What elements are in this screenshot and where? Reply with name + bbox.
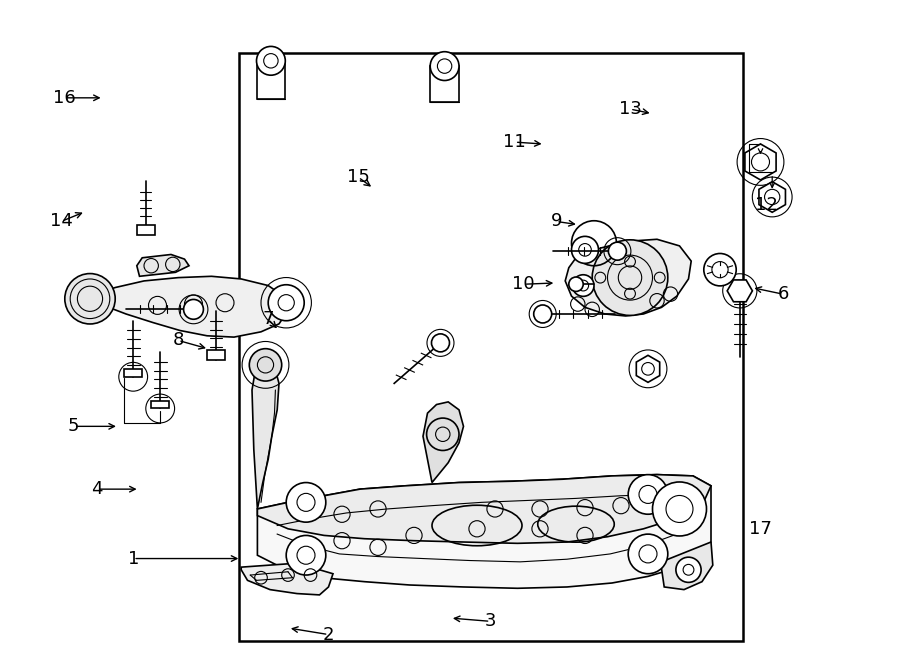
Circle shape xyxy=(608,242,626,260)
Circle shape xyxy=(569,277,583,292)
Circle shape xyxy=(628,534,668,574)
Circle shape xyxy=(427,418,459,451)
Polygon shape xyxy=(423,402,464,483)
Bar xyxy=(207,350,225,360)
Text: 12: 12 xyxy=(755,196,778,214)
Text: 8: 8 xyxy=(173,331,184,350)
Text: 4: 4 xyxy=(92,480,103,498)
Circle shape xyxy=(65,274,115,324)
Bar xyxy=(256,61,285,99)
Polygon shape xyxy=(662,542,713,590)
Polygon shape xyxy=(137,254,189,276)
Text: 9: 9 xyxy=(551,212,562,231)
Polygon shape xyxy=(745,144,776,180)
Polygon shape xyxy=(83,276,288,337)
Circle shape xyxy=(592,240,668,315)
Polygon shape xyxy=(727,280,752,302)
Text: 11: 11 xyxy=(503,133,526,151)
Circle shape xyxy=(704,253,736,286)
Circle shape xyxy=(268,285,304,321)
Polygon shape xyxy=(241,563,333,595)
Text: 5: 5 xyxy=(68,417,79,436)
Circle shape xyxy=(676,557,701,582)
Polygon shape xyxy=(252,357,279,509)
Circle shape xyxy=(286,483,326,522)
Circle shape xyxy=(256,46,285,75)
Bar xyxy=(430,66,459,102)
Circle shape xyxy=(572,237,598,263)
Circle shape xyxy=(572,275,594,296)
Text: 1: 1 xyxy=(128,549,139,568)
Text: 13: 13 xyxy=(618,100,642,118)
Polygon shape xyxy=(759,182,786,212)
Polygon shape xyxy=(565,239,691,316)
Text: 16: 16 xyxy=(53,89,76,107)
Circle shape xyxy=(534,305,552,323)
Polygon shape xyxy=(636,356,660,382)
Circle shape xyxy=(184,299,203,319)
Bar xyxy=(238,53,742,641)
Polygon shape xyxy=(257,475,711,543)
Bar xyxy=(151,401,169,408)
Circle shape xyxy=(431,334,449,352)
Circle shape xyxy=(652,482,706,536)
Bar xyxy=(124,369,142,377)
Text: 15: 15 xyxy=(346,168,370,186)
Circle shape xyxy=(430,52,459,81)
Text: 14: 14 xyxy=(50,212,73,231)
Text: 6: 6 xyxy=(778,285,788,303)
Text: 7: 7 xyxy=(263,310,274,329)
Text: 2: 2 xyxy=(323,625,334,644)
Circle shape xyxy=(286,535,326,575)
Text: 3: 3 xyxy=(485,612,496,631)
Circle shape xyxy=(249,348,282,381)
Bar xyxy=(137,225,155,235)
Polygon shape xyxy=(257,475,711,588)
Text: 10: 10 xyxy=(512,275,535,293)
Text: 17: 17 xyxy=(749,520,772,538)
Circle shape xyxy=(628,475,668,514)
